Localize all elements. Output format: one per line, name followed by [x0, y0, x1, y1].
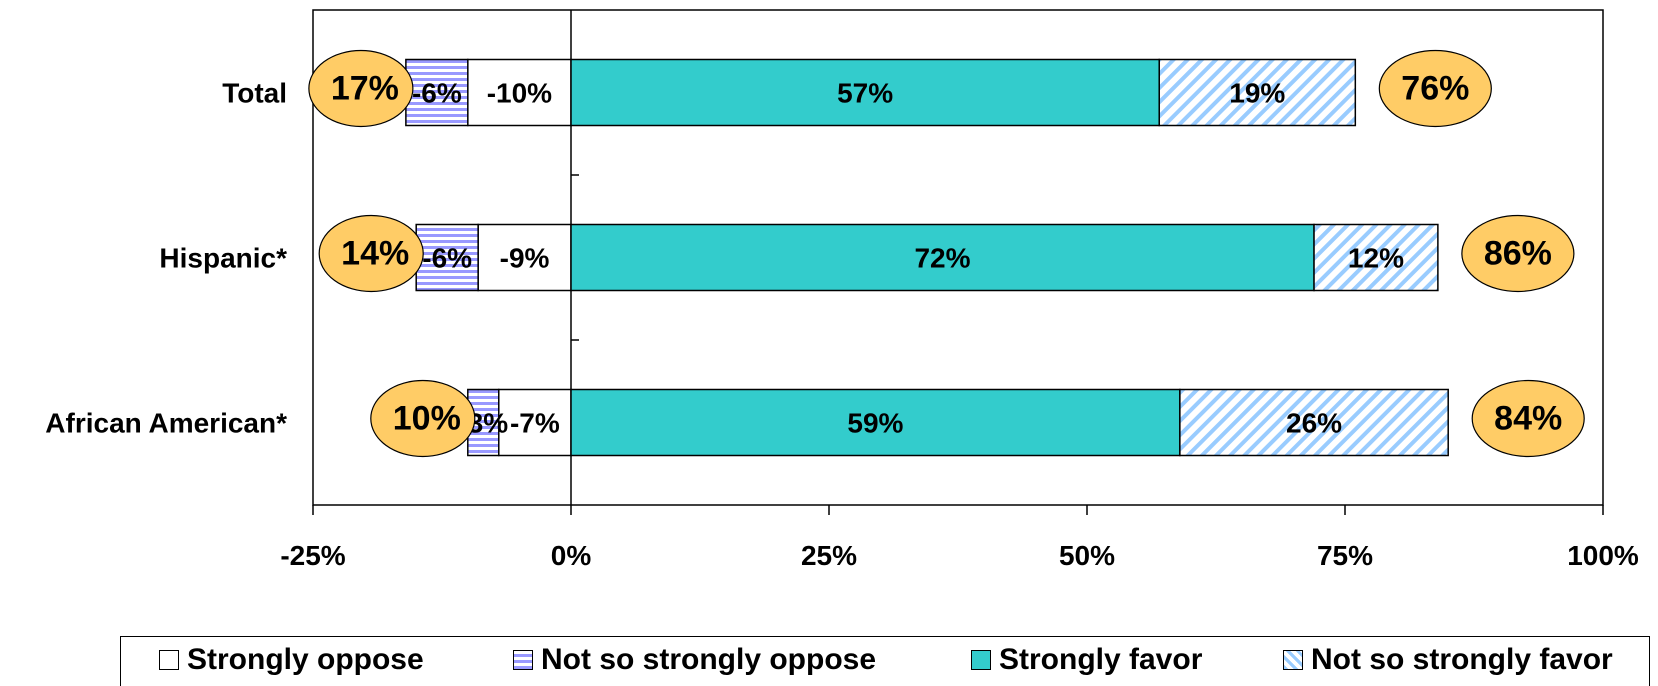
legend-item-strongly-favor: Strongly favor	[971, 643, 1202, 677]
favor-total-bubble	[1471, 379, 1585, 458]
legend-swatch-not-so-strongly-oppose	[513, 650, 533, 670]
category-label: Hispanic*	[159, 243, 287, 274]
data-label-not-so-strongly-oppose: -6%	[412, 78, 462, 109]
favor-total-label: 76%	[1401, 70, 1469, 108]
data-label-strongly-favor: 57%	[837, 78, 893, 109]
legend-item-not-so-strongly-oppose: Not so strongly oppose	[513, 643, 876, 677]
x-tick-label: 0%	[551, 540, 592, 571]
oppose-total-label: 17%	[331, 70, 399, 108]
category-label: Total	[222, 78, 287, 109]
bar-segment-strongly-favor	[570, 388, 1181, 457]
data-label-not-so-strongly-favor: 12%	[1348, 243, 1404, 274]
data-label-strongly-favor: 72%	[914, 243, 970, 274]
favor-total-bubble	[1461, 214, 1575, 293]
data-label-strongly-oppose: -9%	[500, 243, 550, 274]
bar-segment-strongly-oppose	[477, 223, 572, 292]
plot-area	[312, 9, 1604, 506]
legend-label: Strongly favor	[999, 643, 1203, 676]
x-tick-label: 100%	[1567, 540, 1639, 571]
legend-item-strongly-oppose: Strongly oppose	[159, 643, 424, 677]
x-tick-label: 25%	[801, 540, 857, 571]
bar-segment-not-so-strongly-favor	[1313, 223, 1439, 292]
legend-label: Not so strongly oppose	[541, 643, 877, 676]
data-label-strongly-oppose: -10%	[487, 78, 552, 109]
data-label-not-so-strongly-oppose: -6%	[422, 243, 472, 274]
oppose-total-label: 10%	[393, 400, 461, 438]
data-label-not-so-strongly-favor: 26%	[1286, 408, 1342, 439]
favor-total-bubble	[1378, 49, 1492, 128]
oppose-total-bubble	[308, 49, 414, 128]
favor-total-label: 86%	[1484, 235, 1552, 273]
data-label-strongly-favor: 59%	[847, 408, 903, 439]
oppose-total-bubble	[370, 379, 476, 458]
x-tick-label: 50%	[1059, 540, 1115, 571]
data-label-strongly-oppose: -7%	[510, 408, 560, 439]
legend: Strongly oppose Not so strongly oppose S…	[120, 636, 1650, 686]
x-tick-label: -25%	[280, 540, 345, 571]
stacked-bar-chart: -25% 0% 25% 50% 75% 100% Total -10% -6% 57% 19% 17%…	[45, 9, 1639, 571]
legend-item-not-so-strongly-favor: Not so strongly favor	[1283, 643, 1613, 677]
bar-segment-not-so-strongly-oppose	[405, 58, 469, 127]
bar-segment-not-so-strongly-favor	[1179, 388, 1449, 457]
legend-swatch-strongly-oppose	[159, 650, 179, 670]
x-tick-label: 75%	[1317, 540, 1373, 571]
legend-swatch-strongly-favor	[971, 650, 991, 670]
category-label: African American*	[45, 408, 287, 439]
legend-label: Strongly oppose	[187, 643, 424, 676]
bar-segment-strongly-favor	[570, 58, 1160, 127]
legend-swatch-not-so-strongly-favor	[1283, 650, 1303, 670]
favor-total-label: 84%	[1494, 400, 1562, 438]
bar-segment-not-so-strongly-favor	[1158, 58, 1357, 127]
oppose-total-label: 14%	[341, 235, 409, 273]
oppose-total-bubble	[318, 214, 424, 293]
data-label-not-so-strongly-favor: 19%	[1229, 78, 1285, 109]
legend-label: Not so strongly favor	[1311, 643, 1613, 676]
